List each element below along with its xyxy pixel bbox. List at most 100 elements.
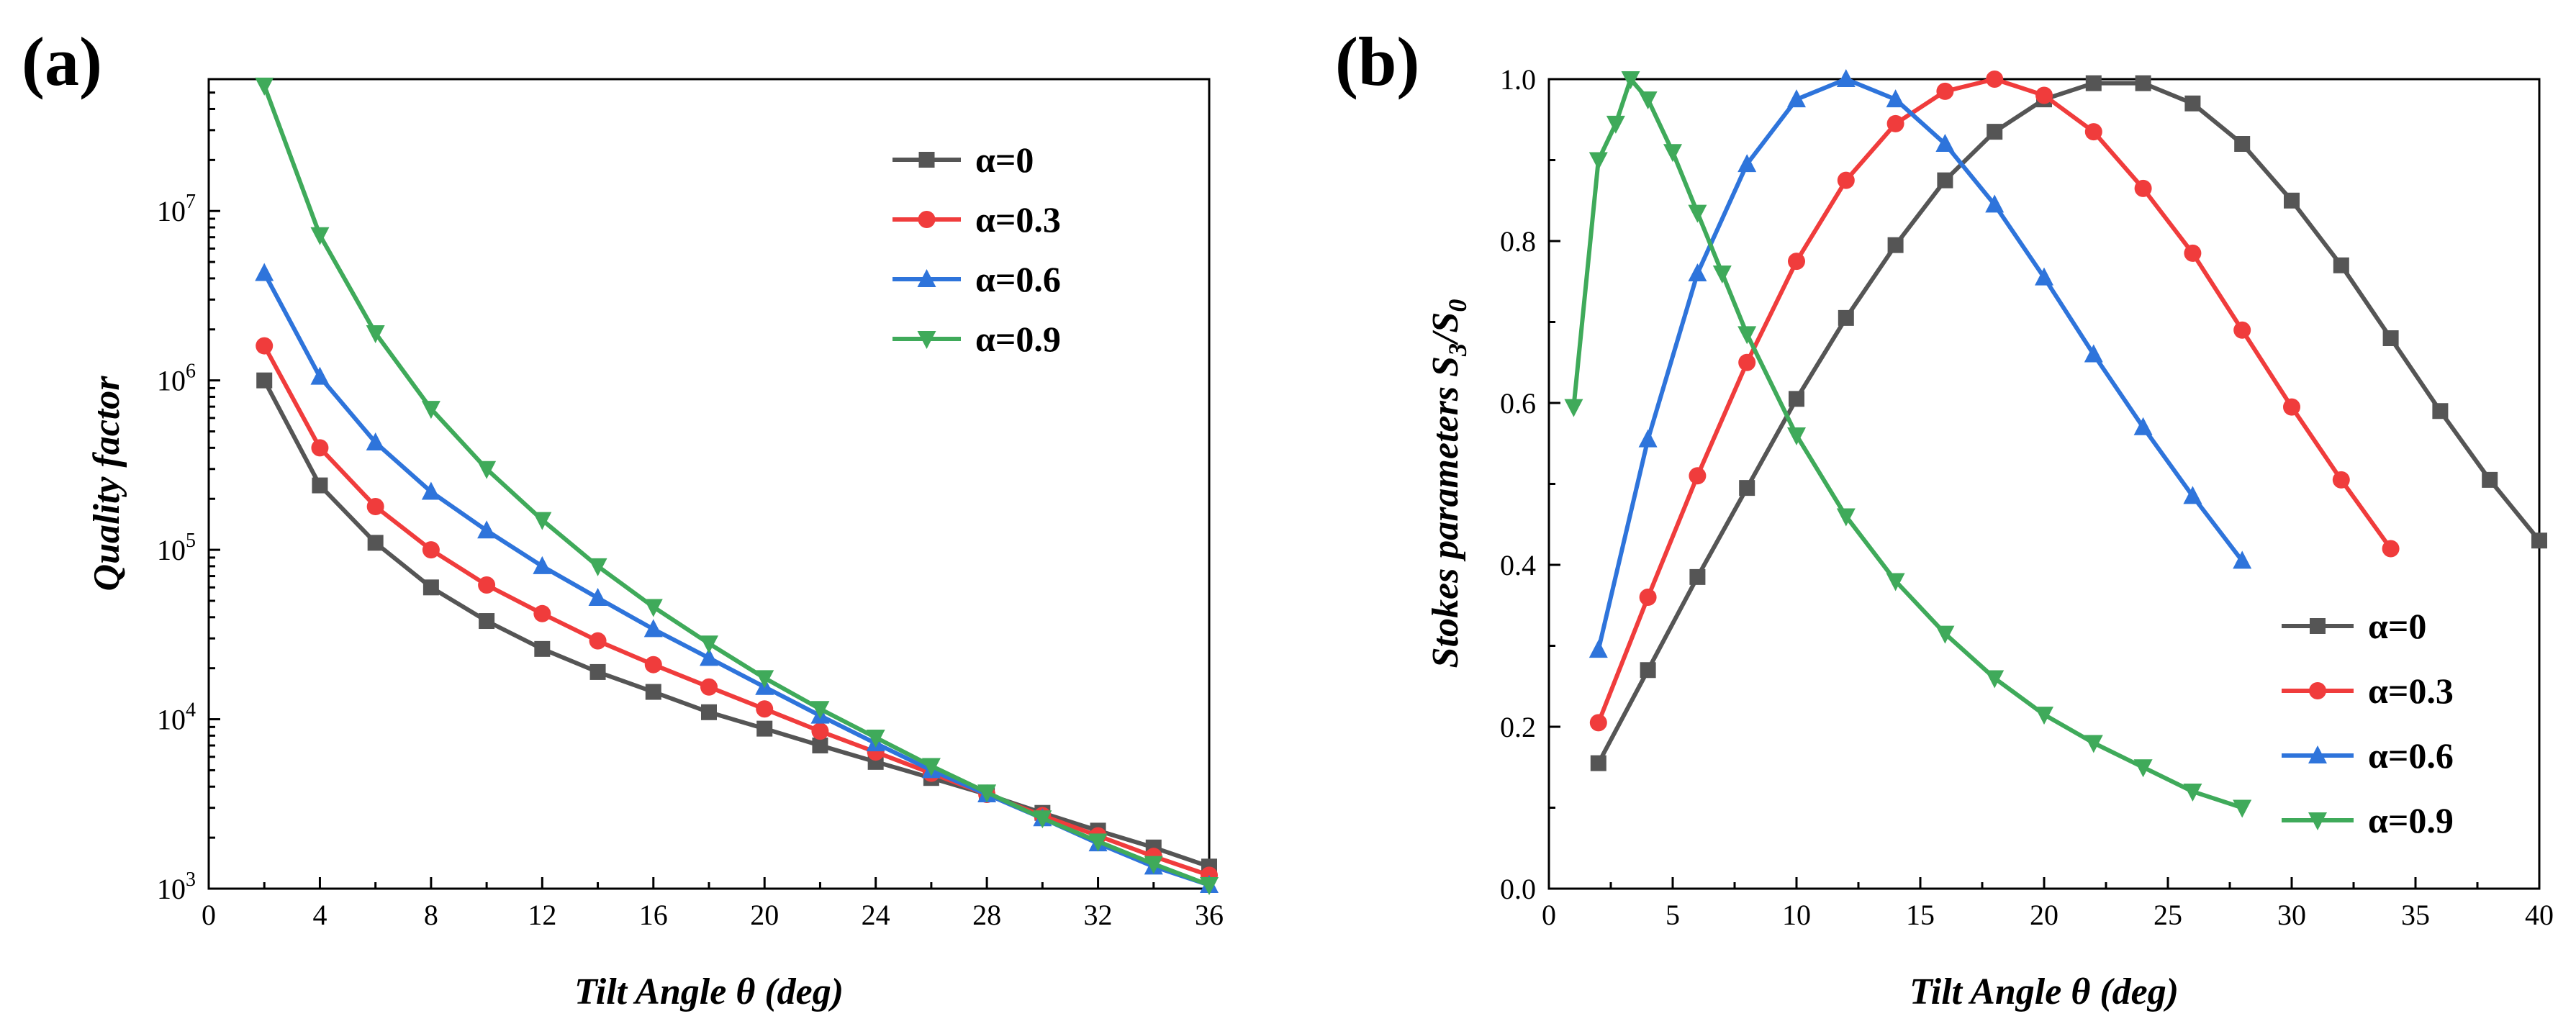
y-tick-label: 107 — [157, 191, 196, 227]
data-point — [477, 520, 497, 539]
data-point — [1985, 670, 2005, 689]
data-point — [1886, 573, 1905, 591]
data-point — [1638, 429, 1658, 448]
data-point — [2084, 344, 2103, 363]
data-point — [645, 684, 661, 700]
series-line — [262, 379, 1210, 869]
data-point — [2134, 179, 2152, 197]
data-point — [256, 337, 274, 355]
data-point — [2183, 486, 2202, 504]
x-tick-label: 0 — [202, 899, 216, 931]
data-point — [310, 366, 330, 385]
series-line — [1596, 77, 2244, 650]
data-point — [2531, 532, 2547, 549]
data-point — [2133, 759, 2153, 778]
series-3 — [255, 77, 1219, 896]
x-tick-label: 28 — [972, 899, 1001, 931]
legend-marker — [917, 269, 936, 287]
data-point — [977, 784, 997, 803]
data-point — [366, 432, 385, 450]
chart-b-legend: α=0 α=0.3 α=0.6 α=0.9 — [2282, 606, 2454, 840]
legend-marker — [918, 152, 935, 168]
legend-label: α=0.3 — [2368, 671, 2454, 711]
data-point — [421, 481, 440, 500]
data-point — [1787, 427, 1806, 445]
data-point — [1886, 114, 1904, 132]
data-point — [2233, 799, 2252, 818]
chart-a-ylabel: Quality factor — [86, 376, 127, 591]
data-point — [2333, 257, 2349, 273]
y-tick-label: 1.0 — [1500, 63, 1536, 96]
data-point — [2234, 136, 2251, 152]
data-point — [700, 648, 718, 666]
legend-marker — [2308, 745, 2327, 763]
data-point — [1739, 480, 1755, 496]
series-3 — [1564, 71, 2252, 818]
data-point — [644, 656, 662, 674]
data-point — [1689, 467, 1707, 485]
data-point — [866, 729, 885, 748]
legend-label: α=0.6 — [975, 259, 1061, 299]
data-point — [255, 77, 274, 96]
x-tick-label: 0 — [1542, 899, 1556, 931]
data-point — [2135, 75, 2151, 91]
data-point — [756, 700, 774, 718]
data-point — [2233, 321, 2251, 339]
data-point — [2332, 471, 2350, 489]
data-point — [1564, 399, 1583, 417]
data-point — [1738, 353, 1756, 371]
data-point — [588, 587, 607, 606]
data-point — [643, 619, 663, 638]
data-point — [2035, 707, 2053, 725]
data-point — [312, 477, 328, 494]
data-point — [534, 640, 551, 657]
chart-a: 0 4 8 12 16 20 24 28 32 36 103 104 105 106 107 Tilt An… — [86, 77, 1224, 1012]
data-point — [2035, 267, 2053, 286]
data-point — [422, 579, 439, 596]
chart-b: 0 5 10 15 20 25 30 35 400.00.20.40.60.81.0 Tilt … — [1425, 63, 2554, 1012]
x-tick-label: 40 — [2525, 899, 2554, 931]
x-tick-label: 20 — [750, 899, 779, 931]
legend-marker — [2310, 618, 2326, 634]
panel-b-label: (b) — [1335, 23, 1419, 100]
chart-b-ylabel-slash: /S — [1425, 312, 1466, 346]
panel-a-label: (a) — [22, 23, 102, 100]
y-tick-label: 0.0 — [1500, 873, 1536, 905]
data-point — [1937, 172, 1953, 189]
data-point — [921, 758, 941, 776]
data-point — [1589, 714, 1607, 732]
x-tick-label: 10 — [1782, 899, 1811, 931]
data-point — [810, 701, 830, 720]
data-point — [2283, 398, 2300, 416]
data-point — [255, 263, 274, 281]
data-point — [2382, 330, 2399, 346]
x-tick-label: 36 — [1195, 899, 1224, 931]
data-point — [756, 720, 773, 737]
data-point — [1985, 194, 2005, 213]
data-point — [1936, 82, 1954, 100]
data-point — [700, 635, 718, 654]
data-point — [1837, 171, 1855, 189]
x-tick-label: 8 — [424, 899, 438, 931]
data-point — [1663, 144, 1682, 163]
data-point — [2284, 192, 2300, 209]
data-point — [421, 401, 440, 420]
data-point — [1639, 589, 1657, 606]
y-tick-label: 0.2 — [1500, 711, 1536, 743]
data-point — [2085, 75, 2102, 91]
chart-b-ticks: 0 5 10 15 20 25 30 35 40 0.0 0.2 0.4 0.6 0.8 1.0 — [1500, 63, 2554, 931]
data-point — [2382, 540, 2400, 558]
data-point — [1638, 91, 1658, 110]
data-point — [1033, 810, 1052, 829]
data-point — [2133, 417, 2153, 435]
data-point — [588, 558, 607, 576]
chart-a-series — [255, 77, 1219, 896]
series-line — [1596, 81, 2541, 765]
data-point — [755, 670, 774, 689]
data-point — [256, 372, 273, 389]
data-point — [589, 663, 606, 680]
chart-b-ylabel-sub3: 3 — [1443, 343, 1472, 357]
series-1 — [1589, 71, 2400, 732]
y-tick-label: 0.6 — [1500, 387, 1536, 420]
data-point — [2035, 86, 2053, 104]
